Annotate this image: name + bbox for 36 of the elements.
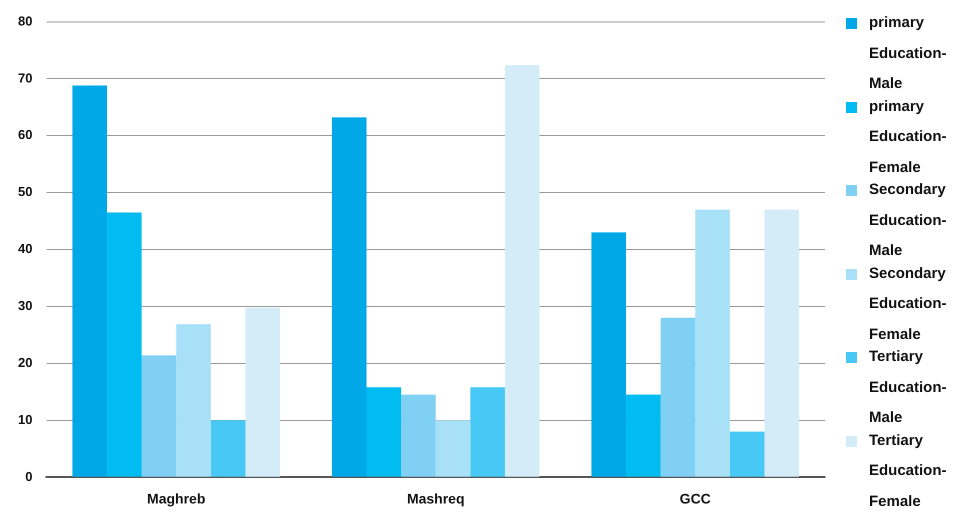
bar xyxy=(436,420,470,477)
bar xyxy=(107,212,142,477)
bar xyxy=(470,387,505,477)
bar xyxy=(332,117,367,477)
y-tick-label: 30 xyxy=(18,298,32,314)
bar xyxy=(245,308,280,477)
y-tick-label: 80 xyxy=(18,13,32,28)
legend-label: Tertiary Education-Male xyxy=(869,348,946,426)
y-tick-label: 70 xyxy=(18,70,32,86)
bar xyxy=(366,387,402,477)
bar xyxy=(591,232,626,477)
bar xyxy=(660,318,696,477)
bar xyxy=(730,432,764,477)
bar xyxy=(210,420,246,477)
y-tick-label: 10 xyxy=(18,412,32,427)
bar xyxy=(626,394,661,477)
bar xyxy=(764,210,800,477)
y-tick-label: 20 xyxy=(18,354,32,370)
bar xyxy=(401,394,436,477)
bar xyxy=(72,86,108,477)
legend-label: Secondary Education-Female xyxy=(869,264,946,342)
x-tick-label: GCC xyxy=(680,490,711,506)
bar xyxy=(142,355,176,477)
legend-label: Secondary Education-Male xyxy=(869,181,946,259)
y-tick-label: 40 xyxy=(18,241,32,256)
y-tick-label: 50 xyxy=(18,184,32,200)
y-tick-label: 0 xyxy=(25,468,32,484)
legend-label: Tertiary Education-Female xyxy=(869,430,948,512)
bar xyxy=(176,324,211,477)
x-tick-label: Maghreb xyxy=(147,490,206,506)
bar xyxy=(695,210,730,477)
x-tick-label: Mashreq xyxy=(406,490,465,506)
y-tick-label: 60 xyxy=(18,127,32,142)
legend-label: primary Education-Male xyxy=(869,14,946,92)
legend-label: primary Education-Female xyxy=(869,98,946,176)
bar xyxy=(504,65,540,477)
